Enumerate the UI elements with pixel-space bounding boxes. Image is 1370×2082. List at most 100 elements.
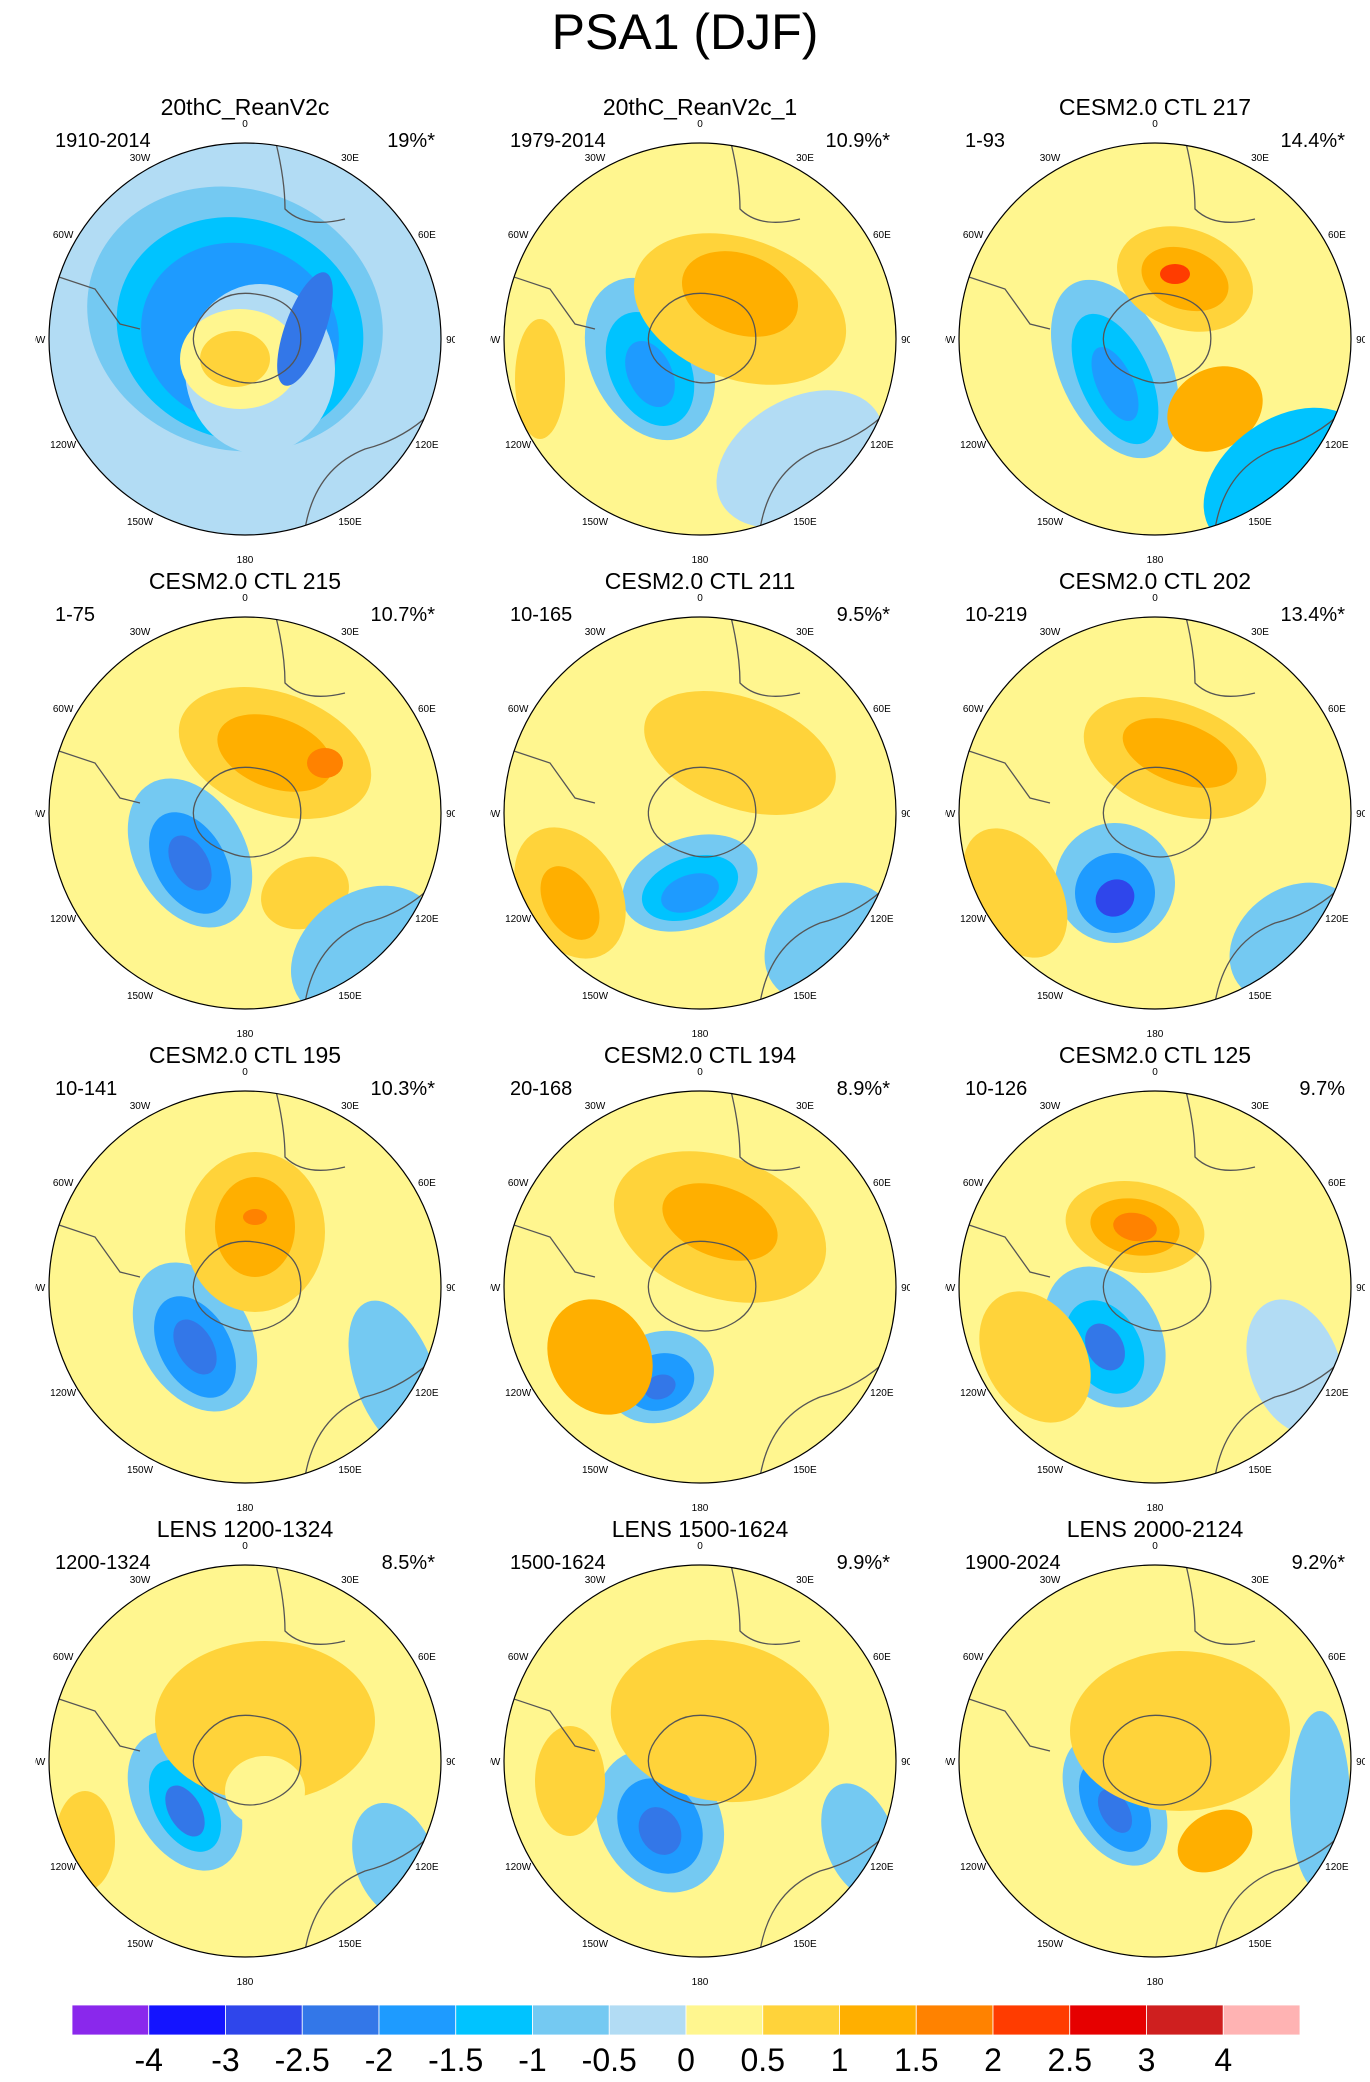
contour-region	[200, 331, 270, 387]
longitude-label: 90W	[945, 809, 956, 820]
longitude-label: 150E	[1248, 1939, 1272, 1950]
longitude-label: 180	[692, 1029, 709, 1037]
contour-region	[1070, 1651, 1290, 1811]
map-border	[503, 142, 897, 536]
longitude-label: 90W	[490, 335, 501, 346]
longitude-label: 150W	[1037, 517, 1064, 528]
polar-map: 0 30E 60E 90E 120E 150E 180 150W 120W 90W 60W 30W	[35, 1541, 455, 1985]
contour-region	[49, 617, 441, 1009]
map-border	[958, 1564, 1352, 1958]
longitude-label: 120E	[870, 914, 894, 925]
longitude-label: 0	[242, 1541, 248, 1552]
longitude-label: 0	[1152, 593, 1158, 604]
colorbar-label: -2	[365, 2042, 393, 2075]
longitude-label: 60E	[418, 704, 436, 715]
australia-coastline	[759, 1356, 891, 1478]
map-border	[503, 1090, 897, 1484]
panel-percent: 10.9%*	[825, 130, 891, 152]
longitude-label: 180	[692, 1503, 709, 1511]
longitude-label: 30W	[585, 1575, 606, 1586]
colorbar-label: -3	[211, 2042, 239, 2075]
contour-region	[1177, 1809, 1253, 1873]
longitude-label: 150E	[793, 1465, 817, 1476]
contour-region	[625, 340, 675, 408]
longitude-label: 30E	[341, 627, 359, 638]
panel-period: 20-168	[510, 1078, 573, 1100]
africa-coastline	[1184, 1565, 1256, 1645]
map-border	[48, 1564, 442, 1958]
africa-coastline	[274, 617, 346, 697]
contour-region	[644, 1374, 676, 1400]
longitude-label: 60E	[873, 1178, 891, 1189]
colorbar-label: -1	[518, 2042, 546, 2075]
colorbar-label: -0.5	[582, 2042, 637, 2075]
colorbar-swatch	[148, 2005, 226, 2036]
longitude-label: 150W	[1037, 1465, 1064, 1476]
longitude-label: 30E	[796, 153, 814, 164]
contour-region	[535, 1726, 605, 1836]
contour-region	[979, 1291, 1091, 1423]
longitude-label: 90W	[945, 1283, 956, 1294]
contour-region	[243, 1209, 267, 1225]
contour-region	[173, 1319, 217, 1375]
panel-title: LENS 2000-2124	[1066, 1516, 1244, 1542]
longitude-label: 60W	[508, 1178, 529, 1189]
longitude-label: 90W	[35, 1283, 46, 1294]
contour-region	[504, 617, 896, 1009]
longitude-label: 0	[697, 1067, 703, 1078]
longitude-label: 120E	[1325, 1862, 1349, 1873]
panel-percent: 10.3%*	[370, 1078, 436, 1100]
colorbar-label: 0	[677, 2042, 695, 2075]
contour-region	[644, 691, 836, 815]
longitude-label: 120E	[870, 440, 894, 451]
longitude-label: 90E	[901, 335, 910, 346]
longitude-label: 90W	[490, 1757, 501, 1768]
longitude-label: 150W	[127, 517, 154, 528]
antarctica-coastline	[192, 292, 302, 384]
panel-period: 1910-2014	[55, 130, 151, 152]
colorbar-swatch	[685, 2005, 764, 2036]
longitude-label: 120E	[870, 1862, 894, 1873]
longitude-label: 180	[237, 555, 254, 563]
longitude-label: 120E	[415, 440, 439, 451]
colorbar-swatch	[992, 2005, 1071, 2036]
longitude-label: 150E	[793, 517, 817, 528]
antarctica-coastline	[647, 292, 757, 384]
longitude-label: 30E	[796, 1101, 814, 1112]
longitude-label: 120W	[50, 1388, 77, 1399]
colorbar: -4 -3 -2.5 -2 -1.5 -1 -0.5 0 0.5 1 1.5 2 2.5 3 4	[72, 2005, 1300, 2075]
panel-title: 20thC_ReanV2c_1	[602, 94, 798, 120]
contour-region	[168, 835, 212, 891]
contour-region	[1085, 1323, 1125, 1371]
antarctica-coastline	[647, 1240, 757, 1332]
longitude-label: 120E	[415, 1862, 439, 1873]
contour-region	[165, 1785, 205, 1837]
longitude-label: 60E	[873, 704, 891, 715]
panel-title: CESM2.0 CTL 125	[1058, 1042, 1252, 1068]
longitude-label: 180	[1147, 1503, 1164, 1511]
longitude-label: 30W	[130, 627, 151, 638]
south-america-coastline	[504, 1690, 596, 1752]
longitude-label: 30E	[1251, 627, 1269, 638]
longitude-label: 30W	[585, 153, 606, 164]
panel-period: 1500-1624	[510, 1552, 606, 1574]
longitude-label: 90W	[35, 809, 46, 820]
map-panel: 0 30E 60E 90E 120E 150E 180 150W 120W 90W 60W 30W CE…	[945, 1041, 1365, 1511]
contour-region	[959, 1091, 1351, 1483]
longitude-label: 30E	[1251, 1575, 1269, 1586]
longitude-label: 60E	[418, 230, 436, 241]
panel-period: 1-75	[55, 604, 96, 626]
map-panel: 0 30E 60E 90E 120E 150E 180 150W 120W 90W 60W 30W CE…	[945, 567, 1365, 1037]
colorbar-swatch	[1222, 2005, 1300, 2036]
longitude-label: 120E	[1325, 1388, 1349, 1399]
longitude-label: 90E	[901, 1283, 910, 1294]
panel-title: LENS 1200-1324	[156, 1516, 334, 1542]
colorbar-swatch	[608, 2005, 687, 2036]
longitude-label: 60E	[418, 1178, 436, 1189]
longitude-label: 30W	[130, 1575, 151, 1586]
australia-coastline	[304, 408, 436, 530]
longitude-label: 60E	[1328, 230, 1346, 241]
contour-region	[215, 1177, 295, 1277]
australia-coastline	[1214, 882, 1346, 1004]
panel-period: 1900-2024	[965, 1552, 1061, 1574]
